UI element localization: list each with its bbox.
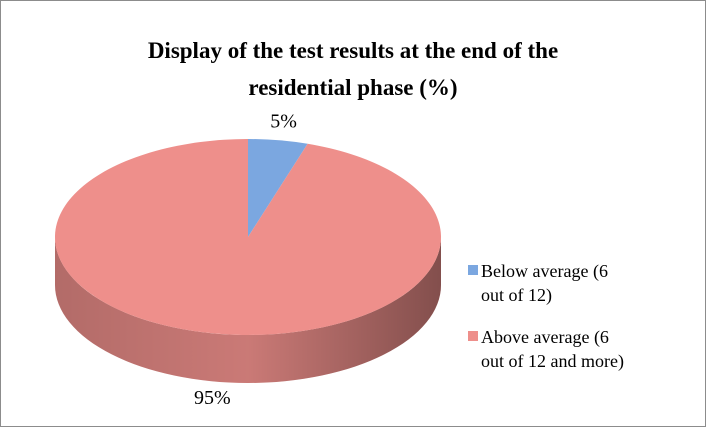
legend-item: Below average (6 out of 12) [468, 259, 635, 307]
legend-label: Below average (6 out of 12) [481, 261, 608, 305]
data-label: 5% [270, 110, 297, 132]
slice [54, 139, 442, 335]
legend-swatch [468, 331, 478, 341]
chart-title: Display of the test results at the end o… [147, 38, 559, 100]
slice [248, 139, 308, 237]
legend: Below average (6 out of 12) Above average… [468, 259, 635, 391]
legend-label: Above average (6 out of 12 and more) [481, 327, 624, 371]
legend-swatch [468, 265, 478, 275]
legend-item: Above average (6 out of 12 and more) [468, 325, 635, 373]
slice-side-shade [55, 237, 441, 383]
data-label: 95% [194, 387, 231, 409]
